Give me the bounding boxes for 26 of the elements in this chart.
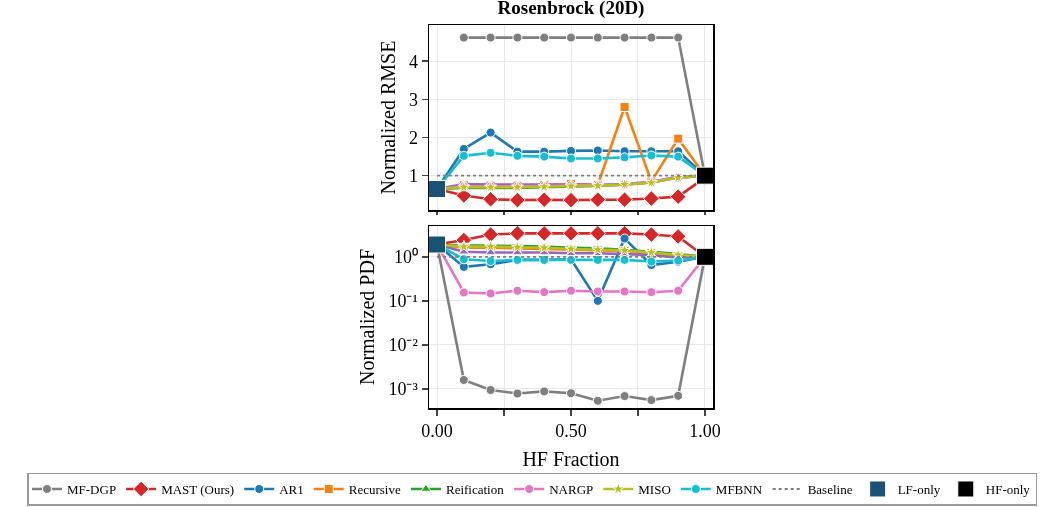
y-axis-title: Normalized RMSE bbox=[376, 40, 399, 195]
y-tick-label: 10⁻³ bbox=[388, 379, 419, 400]
legend-label: MF-DGP bbox=[67, 482, 117, 498]
legend-label: MAST (Ours) bbox=[161, 482, 235, 498]
y-tick-label: 10⁻² bbox=[388, 335, 418, 356]
y-tick-label: 10⁰ bbox=[393, 247, 418, 268]
chart-title: Rosenbrock (20D) bbox=[497, 0, 645, 20]
legend-label: MISO bbox=[638, 482, 671, 498]
legend-label: MFBNN bbox=[715, 482, 763, 498]
legend-label: NARGP bbox=[549, 482, 594, 498]
legend-label: Reification bbox=[445, 482, 505, 498]
y-tick-label: 10⁻¹ bbox=[388, 291, 418, 312]
legend-label: HF-only bbox=[985, 482, 1031, 498]
y-tick-label: 2 bbox=[408, 127, 418, 148]
y-axis-title: Normalized PDF bbox=[356, 248, 379, 386]
y-tick-label: 1 bbox=[408, 165, 418, 186]
legend-label: Baseline bbox=[807, 482, 853, 498]
legend-label: AR1 bbox=[279, 482, 304, 498]
y-tick-label: 4 bbox=[408, 51, 418, 72]
x-tick-label: 1.00 bbox=[689, 421, 721, 442]
legend-label: Recursive bbox=[348, 482, 401, 498]
x-tick-label: 0.00 bbox=[421, 421, 453, 442]
x-axis-title: HF Fraction bbox=[522, 448, 620, 471]
y-tick-label: 3 bbox=[408, 89, 418, 110]
x-tick-label: 0.50 bbox=[555, 421, 587, 442]
legend-label: LF-only bbox=[897, 482, 941, 498]
